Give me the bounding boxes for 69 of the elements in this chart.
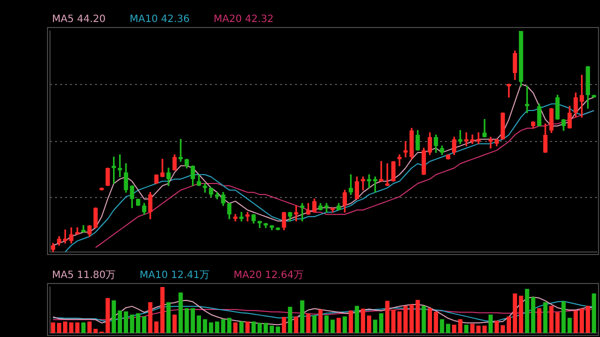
- text: MA5 11.80万: [52, 270, 116, 281]
- bar: [312, 316, 317, 333]
- bar: [324, 316, 329, 333]
- bar: [166, 302, 171, 333]
- candlestick: [136, 198, 140, 206]
- bar: [385, 300, 390, 333]
- bar: [476, 326, 481, 333]
- bar: [397, 311, 402, 333]
- bar: [124, 311, 128, 333]
- bar: [251, 322, 256, 333]
- bar: [130, 314, 134, 333]
- bar: [239, 322, 244, 333]
- bar: [50, 322, 56, 333]
- text: MA10 42.36: [130, 14, 190, 25]
- bar: [300, 300, 304, 333]
- bar: [318, 310, 323, 333]
- bar: [336, 318, 341, 333]
- bar: [428, 308, 432, 333]
- bar: [81, 322, 86, 333]
- bar: [87, 322, 92, 333]
- bar: [403, 306, 408, 333]
- bar: [348, 310, 353, 333]
- bar: [549, 306, 554, 333]
- bar: [160, 287, 165, 333]
- bar: [422, 306, 426, 333]
- bar: [543, 302, 548, 333]
- bar: [391, 310, 396, 333]
- bar: [93, 328, 98, 333]
- bar: [233, 322, 238, 333]
- bar: [537, 308, 542, 333]
- bar: [464, 324, 468, 333]
- bar: [531, 297, 536, 333]
- text: MA20 42.32: [214, 14, 274, 25]
- bar: [518, 296, 524, 333]
- bar: [440, 319, 444, 333]
- bar: [342, 316, 347, 333]
- bar: [294, 316, 298, 333]
- bar: [561, 301, 566, 333]
- bar: [208, 322, 214, 333]
- bar: [112, 300, 116, 333]
- bar: [276, 326, 280, 333]
- bar: [592, 293, 596, 333]
- bar: [568, 318, 572, 333]
- bar: [470, 324, 475, 333]
- text: MA20 12.64万: [234, 270, 304, 281]
- bar: [482, 326, 487, 333]
- bar: [512, 293, 518, 333]
- bar: [202, 319, 208, 333]
- bar: [434, 312, 438, 333]
- bar: [488, 314, 493, 333]
- bar: [282, 316, 286, 333]
- bar: [446, 324, 450, 333]
- bar: [245, 322, 250, 333]
- bar: [524, 288, 530, 333]
- bar: [330, 320, 335, 333]
- bar: [555, 312, 560, 333]
- bar: [306, 314, 310, 333]
- bar: [118, 310, 122, 333]
- bar: [366, 316, 372, 333]
- bar: [354, 306, 360, 333]
- bar: [288, 306, 292, 333]
- bar: [586, 306, 590, 333]
- bar: [196, 316, 202, 333]
- text: MA5 44.20: [52, 14, 106, 25]
- candlestick: [100, 188, 104, 190]
- bar: [172, 314, 177, 333]
- bar: [56, 322, 62, 333]
- text: MA10 12.41万: [140, 270, 210, 281]
- bar: [360, 308, 366, 333]
